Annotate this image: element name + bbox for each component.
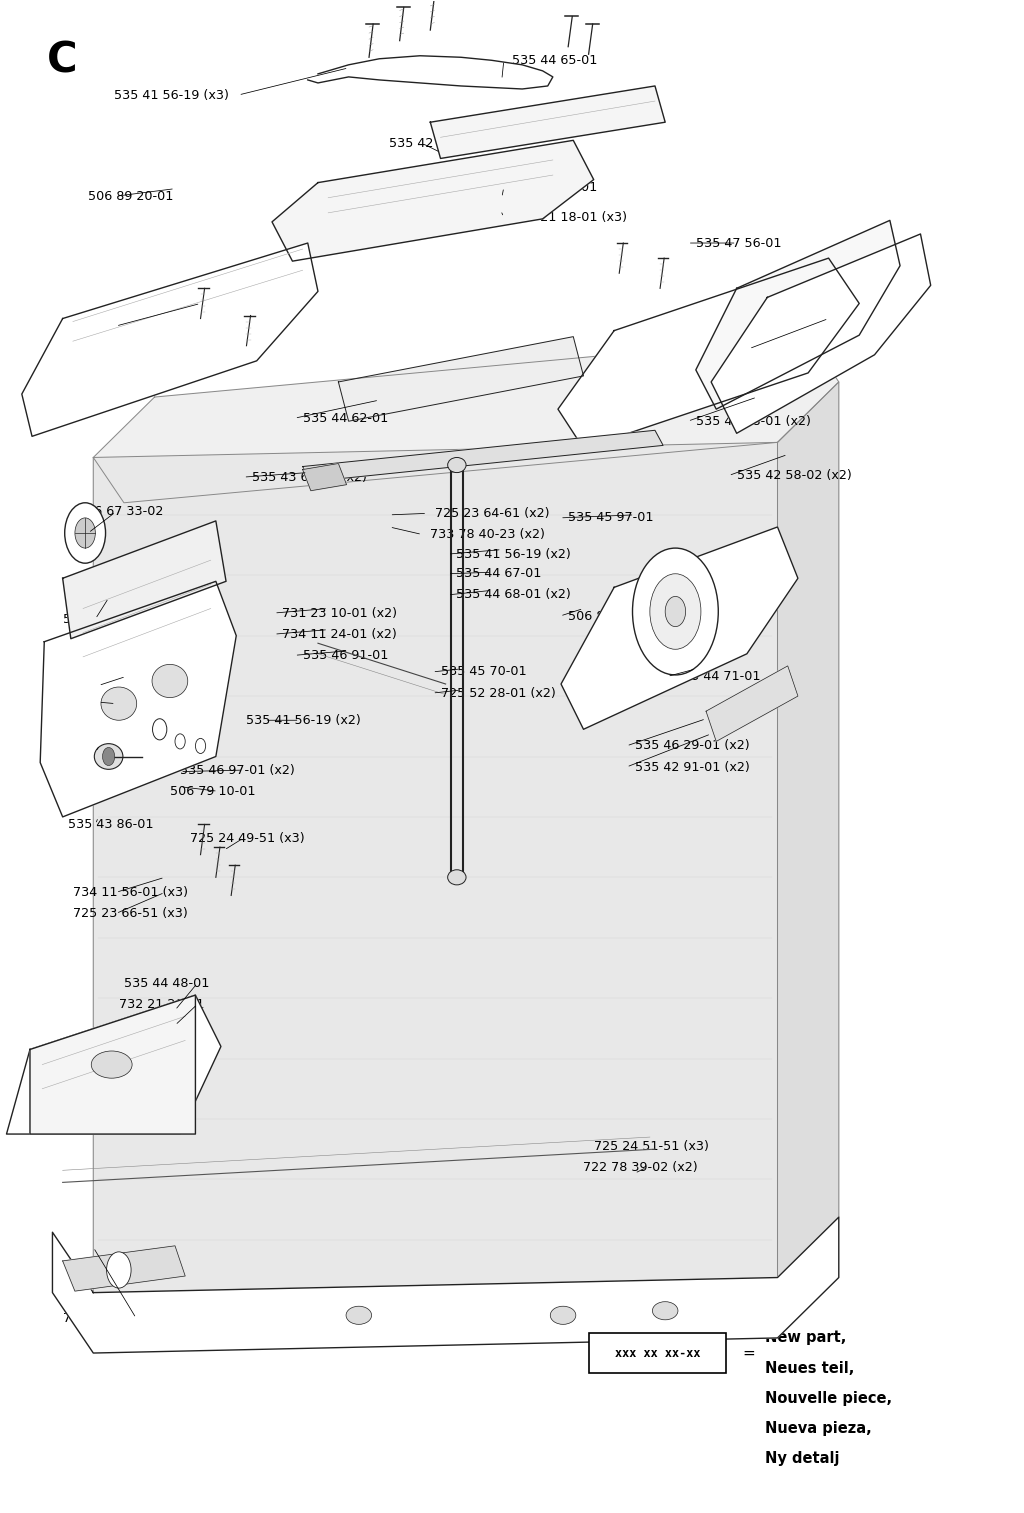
Text: 535 46 97-01 (x2): 535 46 97-01 (x2): [180, 764, 295, 776]
Polygon shape: [6, 996, 221, 1135]
Text: 535 44 71-01: 535 44 71-01: [676, 670, 761, 682]
Text: 535 44 67-01: 535 44 67-01: [456, 567, 542, 581]
Polygon shape: [30, 996, 196, 1135]
Polygon shape: [777, 381, 839, 1277]
Circle shape: [106, 1251, 131, 1288]
Ellipse shape: [346, 1306, 372, 1324]
Text: 506 89 20-01: 506 89 20-01: [88, 189, 173, 203]
Text: New part,: New part,: [765, 1330, 847, 1345]
Text: 535 41 56-19 (x3): 535 41 56-19 (x3): [114, 89, 228, 101]
Text: 535 42 58-01 (x4): 535 42 58-01 (x4): [83, 319, 198, 333]
Text: 731 23 10-01 (x2): 731 23 10-01 (x2): [283, 607, 397, 619]
Text: 535 43 86-01: 535 43 86-01: [68, 819, 154, 831]
Text: C: C: [47, 39, 78, 82]
Circle shape: [65, 502, 105, 563]
Text: 535 44 68-01 (x2): 535 44 68-01 (x2): [456, 589, 570, 601]
Polygon shape: [303, 463, 346, 490]
Text: 535 46 29-01 (x2): 535 46 29-01 (x2): [635, 740, 750, 752]
Text: 732 21 18-01 (x3): 732 21 18-01 (x3): [512, 210, 627, 224]
Text: 535 42 58-01 (x2): 535 42 58-01 (x2): [696, 415, 811, 428]
Text: Nueva pieza,: Nueva pieza,: [765, 1421, 872, 1436]
Ellipse shape: [447, 870, 466, 885]
Polygon shape: [696, 221, 900, 409]
Circle shape: [650, 573, 700, 649]
Polygon shape: [62, 1245, 185, 1291]
Text: Neues teil,: Neues teil,: [765, 1360, 855, 1375]
Text: 535 44 64-01: 535 44 64-01: [512, 180, 597, 194]
Polygon shape: [558, 259, 859, 448]
Text: 535 47 56-01: 535 47 56-01: [696, 236, 781, 250]
Ellipse shape: [101, 687, 136, 720]
Text: 535 45 70-01: 535 45 70-01: [440, 666, 526, 678]
Polygon shape: [22, 244, 318, 436]
Polygon shape: [430, 86, 666, 159]
Text: 535 44 65-01: 535 44 65-01: [512, 54, 597, 67]
Circle shape: [175, 734, 185, 749]
Text: 535 42 58-02 (x2): 535 42 58-02 (x2): [736, 469, 851, 483]
Text: 535 44 61-01: 535 44 61-01: [62, 613, 148, 625]
Circle shape: [102, 747, 115, 766]
Circle shape: [666, 596, 686, 626]
Text: 740 48 12-02: 740 48 12-02: [88, 670, 173, 682]
Ellipse shape: [152, 664, 187, 697]
Text: 535 42 91-01 (x2): 535 42 91-01 (x2): [635, 761, 750, 773]
Text: 725 52 28-01 (x2): 725 52 28-01 (x2): [440, 687, 555, 699]
Text: 734 11 56-01 (x3): 734 11 56-01 (x3): [73, 887, 187, 899]
Text: 506 79 10-01: 506 79 10-01: [170, 785, 255, 797]
Polygon shape: [272, 141, 594, 262]
Ellipse shape: [91, 1052, 132, 1079]
Polygon shape: [62, 520, 226, 638]
Ellipse shape: [550, 1306, 575, 1324]
Text: 506 89 18-01: 506 89 18-01: [83, 697, 169, 710]
Text: 725 24 95-71: 725 24 95-71: [62, 1312, 147, 1325]
Bar: [589, 1333, 726, 1372]
Text: 535 44 48-01: 535 44 48-01: [124, 976, 209, 990]
Text: Nouvelle piece,: Nouvelle piece,: [765, 1390, 892, 1406]
Text: =: =: [742, 1345, 756, 1360]
Polygon shape: [338, 337, 584, 421]
Polygon shape: [303, 430, 664, 481]
Polygon shape: [711, 235, 931, 433]
Ellipse shape: [94, 744, 123, 769]
Ellipse shape: [652, 1301, 678, 1319]
Text: 535 43 60-01 (x2): 535 43 60-01 (x2): [252, 471, 367, 484]
Text: 535 42 58-01 (x2): 535 42 58-01 (x2): [389, 136, 505, 150]
Text: 722 78 39-02 (x2): 722 78 39-02 (x2): [584, 1160, 698, 1174]
Text: 535 44 63-01: 535 44 63-01: [757, 342, 843, 356]
Text: 725 24 49-51 (x3): 725 24 49-51 (x3): [190, 832, 305, 844]
Text: 732 21 20-01: 732 21 20-01: [119, 997, 204, 1011]
Polygon shape: [93, 337, 839, 502]
Text: 506 67 33-02: 506 67 33-02: [78, 505, 164, 519]
Text: 535 44 62-01: 535 44 62-01: [303, 412, 388, 425]
Polygon shape: [706, 666, 798, 741]
Text: 535 41 56-19 (x2): 535 41 56-19 (x2): [456, 548, 570, 561]
Polygon shape: [52, 1216, 839, 1353]
Text: 506 94 67-08: 506 94 67-08: [68, 746, 153, 758]
Text: 535 41 56-19 (x2): 535 41 56-19 (x2): [247, 714, 361, 726]
Circle shape: [196, 738, 206, 753]
Text: 733 78 40-23 (x2): 733 78 40-23 (x2): [430, 528, 545, 542]
Text: 725 23 66-51 (x3): 725 23 66-51 (x3): [73, 908, 187, 920]
Ellipse shape: [447, 457, 466, 472]
Text: 535 45 97-01: 535 45 97-01: [568, 511, 653, 525]
Text: Ny detalj: Ny detalj: [765, 1451, 840, 1466]
Text: 725 23 64-61 (x2): 725 23 64-61 (x2): [435, 507, 550, 520]
Polygon shape: [93, 442, 777, 1292]
Polygon shape: [561, 527, 798, 729]
Text: 506 89 20-01 (x2): 506 89 20-01 (x2): [568, 610, 683, 622]
Circle shape: [153, 719, 167, 740]
Circle shape: [75, 517, 95, 548]
Circle shape: [633, 548, 718, 675]
Text: 535 46 91-01: 535 46 91-01: [303, 649, 388, 661]
Polygon shape: [40, 581, 237, 817]
Text: 725 24 51-51 (x3): 725 24 51-51 (x3): [594, 1139, 709, 1153]
Text: xxx xx xx-xx: xxx xx xx-xx: [614, 1347, 700, 1360]
Text: 734 11 24-01 (x2): 734 11 24-01 (x2): [283, 628, 397, 640]
